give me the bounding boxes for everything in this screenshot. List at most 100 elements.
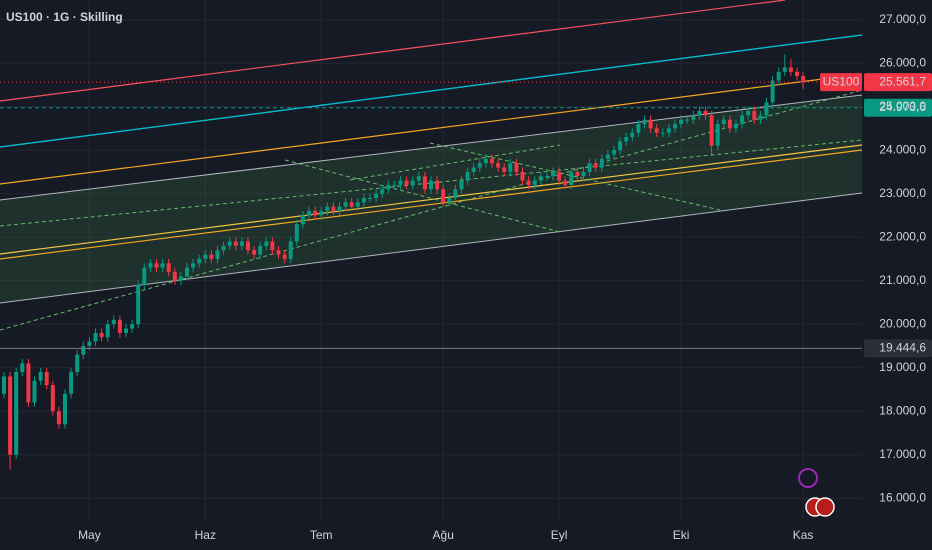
candle-body [99, 332, 104, 338]
candle-body [117, 319, 122, 333]
candle-body [630, 132, 635, 138]
candle-body [368, 197, 372, 199]
candle-body [544, 176, 549, 178]
y-tick-label: 26.000,0 [879, 55, 926, 69]
x-tick-label: Eyl [551, 528, 568, 542]
y-tick-label: 16.000,0 [879, 490, 926, 504]
price-lines: 24.973,6 19.444,6 US100 25.561,7 [0, 73, 932, 358]
candle-body [63, 393, 67, 425]
candle-body [795, 71, 799, 77]
candle-body [307, 211, 311, 216]
candle-body [416, 176, 421, 181]
candle-body [624, 137, 629, 142]
dashed-line [284, 159, 561, 233]
candle-body [398, 180, 403, 185]
candle-body [593, 163, 598, 168]
candle-body [465, 171, 470, 181]
candle-body [87, 341, 92, 346]
candle-body [508, 163, 513, 172]
candle-body [581, 171, 586, 177]
candle-body [520, 171, 525, 181]
candle-body [788, 67, 793, 72]
candle-body [8, 376, 13, 455]
y-tick-label: 23.000,0 [879, 186, 926, 200]
candle-body [343, 202, 348, 207]
candle-body [422, 176, 427, 190]
grid [0, 0, 862, 520]
trend-line [0, 149, 863, 260]
candle-body [776, 71, 781, 81]
candle-body [172, 271, 177, 281]
x-tick-label: Tem [310, 528, 333, 542]
x-tick-label: May [78, 528, 101, 542]
candle-body [410, 180, 415, 185]
candle-body [56, 411, 61, 425]
candle-body [380, 189, 385, 194]
candle-body [313, 211, 318, 216]
candle-body [38, 372, 43, 381]
candle-body [526, 180, 531, 185]
candle-body [93, 332, 98, 342]
candle-body [502, 167, 507, 172]
icon [798, 468, 818, 488]
candles [2, 54, 806, 470]
candle-body [599, 158, 604, 168]
x-tick-label: Kas [793, 528, 814, 542]
chart-title: US100 · 1G · Skilling [6, 10, 123, 24]
candle-body [801, 76, 806, 83]
candle-body [361, 197, 366, 203]
x-tick-label: Haz [195, 528, 216, 542]
candle-body [197, 258, 202, 264]
candle-body [386, 184, 391, 190]
dashed-line [429, 142, 721, 211]
candle-body [32, 380, 37, 403]
candle-body [721, 119, 726, 125]
candle-body [203, 254, 208, 259]
level-label: 19.444,6 [879, 341, 926, 355]
candle-body [618, 141, 623, 151]
candle-body [673, 124, 677, 129]
x-tick-label: Ağu [433, 528, 454, 542]
icon [815, 497, 835, 517]
level-tag [864, 339, 932, 358]
candle-body [642, 119, 647, 125]
candle-body [130, 324, 135, 329]
candle-body [715, 124, 720, 146]
candle-body [215, 250, 220, 259]
candle-body [69, 372, 74, 394]
candle-body [142, 267, 147, 286]
candle-body [404, 180, 409, 185]
trend-line [0, 73, 863, 185]
candle-body [575, 171, 580, 177]
candle-body [435, 180, 440, 190]
candle-body [325, 206, 330, 212]
y-tick-label: 24.000,0 [879, 142, 926, 156]
candle-body [429, 180, 433, 190]
candle-body [557, 171, 562, 181]
candle-body [441, 189, 446, 203]
candle-body [160, 263, 165, 268]
level-tag [864, 98, 932, 117]
candle-body [703, 110, 708, 116]
candle-body [349, 202, 354, 207]
candle-body [81, 345, 86, 355]
candle-body [105, 324, 110, 338]
candle-body [392, 184, 397, 186]
candle-body [587, 163, 592, 172]
candle-body [178, 276, 183, 281]
trend-line [0, 0, 786, 102]
candle-body [264, 241, 269, 246]
candle-body [227, 241, 232, 246]
candle-body [471, 167, 476, 172]
symbol-label: US100 [823, 74, 860, 88]
y-tick-label: 20.000,0 [879, 316, 926, 330]
candle-body [75, 354, 80, 373]
candle-body [44, 372, 49, 386]
x-tick-label: Eki [673, 528, 690, 542]
candle-body [258, 245, 263, 255]
level-label: 24.973,6 [879, 100, 926, 114]
candle-body [459, 180, 464, 190]
candle-body [337, 206, 342, 212]
candle-body [20, 363, 25, 373]
